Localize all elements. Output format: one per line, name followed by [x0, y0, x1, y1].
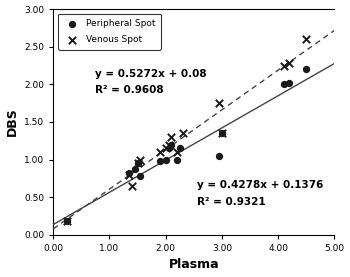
- Peripheral Spot: [135, 161, 140, 166]
- Peripheral Spot: [169, 142, 174, 147]
- Peripheral Spot: [303, 67, 309, 71]
- Text: y = 0.4278x + 0.1376: y = 0.4278x + 0.1376: [197, 180, 323, 190]
- Peripheral Spot: [138, 174, 143, 178]
- Peripheral Spot: [132, 166, 138, 171]
- Venous Spot: [64, 219, 70, 224]
- Peripheral Spot: [177, 146, 183, 150]
- Text: R² = 0.9321: R² = 0.9321: [197, 197, 265, 207]
- Legend: Peripheral Spot, Venous Spot: Peripheral Spot, Venous Spot: [58, 14, 161, 50]
- Peripheral Spot: [219, 131, 225, 135]
- Venous Spot: [180, 131, 186, 135]
- Venous Spot: [216, 101, 222, 105]
- Peripheral Spot: [281, 82, 287, 86]
- Peripheral Spot: [64, 219, 70, 224]
- Text: y = 0.5272x + 0.08: y = 0.5272x + 0.08: [96, 69, 207, 79]
- Peripheral Spot: [287, 81, 292, 85]
- Peripheral Spot: [163, 157, 168, 162]
- Venous Spot: [163, 146, 168, 150]
- Venous Spot: [157, 150, 163, 154]
- Venous Spot: [166, 142, 171, 147]
- Text: R² = 0.9608: R² = 0.9608: [96, 85, 164, 95]
- Y-axis label: DBS: DBS: [6, 107, 19, 136]
- Venous Spot: [169, 135, 174, 139]
- Peripheral Spot: [216, 154, 222, 158]
- Venous Spot: [303, 37, 309, 41]
- Venous Spot: [174, 150, 180, 154]
- Peripheral Spot: [166, 146, 171, 150]
- Venous Spot: [287, 61, 292, 65]
- X-axis label: Plasma: Plasma: [168, 258, 219, 271]
- Peripheral Spot: [157, 159, 163, 163]
- Venous Spot: [129, 184, 135, 188]
- Venous Spot: [135, 161, 140, 166]
- Venous Spot: [138, 157, 143, 162]
- Venous Spot: [281, 63, 287, 68]
- Venous Spot: [219, 131, 225, 135]
- Venous Spot: [126, 172, 132, 177]
- Peripheral Spot: [174, 157, 180, 162]
- Peripheral Spot: [126, 171, 132, 175]
